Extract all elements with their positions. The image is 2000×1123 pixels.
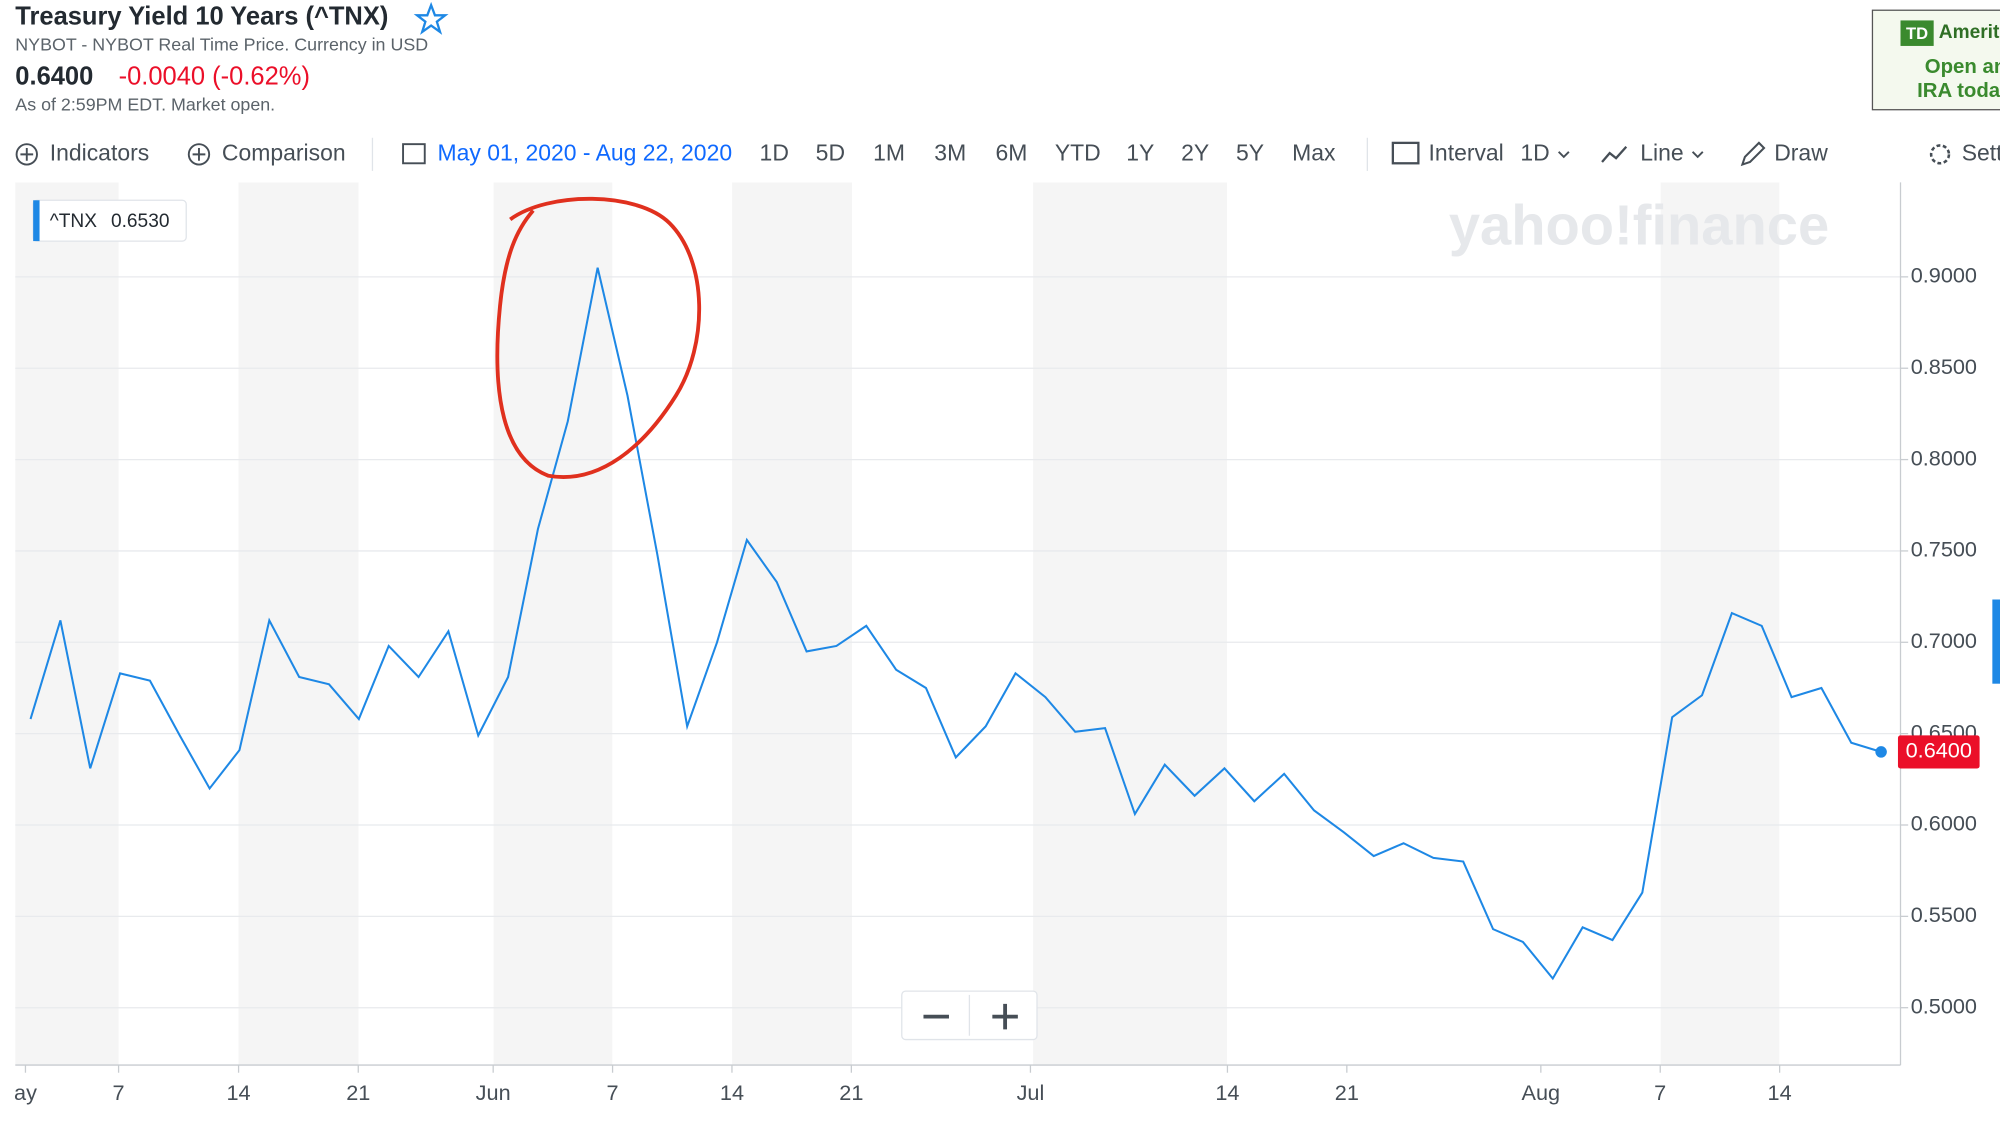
side-tab[interactable]	[1992, 599, 2000, 684]
y-tick-label: 0.6000	[1911, 811, 1977, 836]
y-tick-label: 0.8500	[1911, 354, 1977, 379]
range-button[interactable]: 1D	[760, 139, 789, 165]
last-point	[1875, 746, 1887, 758]
x-tick-label: 14	[227, 1080, 251, 1105]
y-tick-label: 0.5500	[1911, 902, 1977, 927]
chevron	[1691, 151, 1704, 159]
interval-value[interactable]: 1D	[1520, 139, 1549, 165]
x-tick-label: 7	[607, 1080, 619, 1105]
x-tick-label: 14	[720, 1080, 744, 1105]
tooltip-marker	[33, 200, 40, 242]
watermark: yahoo!finance	[1449, 193, 1829, 256]
x-tick-label: Jun	[476, 1080, 511, 1105]
price-line	[29, 267, 1882, 981]
y-tick-label: 0.7500	[1911, 537, 1977, 562]
ad-line: IRA today	[1917, 80, 2000, 102]
comparison-icon	[187, 143, 211, 166]
band	[493, 182, 613, 1066]
ad-logo	[1900, 20, 1934, 46]
quote-change: -0.0040 (-0.62%)	[119, 63, 310, 91]
range-button[interactable]: 2Y	[1181, 139, 1209, 165]
comparison-icon	[192, 147, 206, 161]
plot: 0.50000.55000.60000.65000.70000.75000.80…	[14, 182, 1980, 1105]
draw-icon	[1740, 141, 1766, 167]
date-range[interactable]: May 01, 2020 - Aug 22, 2020	[438, 139, 733, 165]
y-tick-label: 0.5000	[1911, 993, 1977, 1018]
range-button[interactable]: YTD	[1055, 139, 1101, 165]
indicators-icon	[20, 147, 34, 161]
ad-box[interactable]	[1871, 9, 2000, 111]
last-price-badge	[1897, 735, 1980, 769]
x-tick-label: Jul	[1017, 1080, 1045, 1105]
line-icon	[1601, 145, 1628, 163]
interval-icon	[1391, 141, 1420, 165]
draw-button[interactable]: Draw	[1774, 139, 1828, 165]
x-tick-label: 14	[1768, 1080, 1792, 1105]
comparison-button[interactable]: Comparison	[222, 139, 346, 165]
range-button[interactable]: 5Y	[1236, 139, 1264, 165]
quote-title: Treasury Yield 10 Years (^TNX)	[15, 3, 388, 31]
band	[15, 182, 119, 1066]
y-tick-label: 0.8000	[1911, 445, 1977, 470]
market-status: As of 2:59PM EDT. Market open.	[15, 95, 275, 115]
interval-label[interactable]: Interval	[1429, 139, 1504, 165]
week-bands	[15, 182, 1780, 1066]
indicators-icon	[15, 143, 38, 166]
quote-price: 0.6400	[15, 63, 93, 91]
band	[1033, 182, 1228, 1066]
x-tick-label: 21	[1335, 1080, 1359, 1105]
x-tick-label: 14	[1215, 1080, 1239, 1105]
range-button[interactable]: 3M	[934, 139, 966, 165]
chart-type[interactable]: Line	[1640, 139, 1683, 165]
range-button[interactable]: 1M	[873, 139, 905, 165]
settings-icon	[1929, 144, 1951, 165]
range-button[interactable]: Max	[1292, 139, 1336, 165]
toolbar: Indicators Comparison May 01, 2020 - Aug…	[15, 137, 2000, 171]
x-tick-label: 21	[346, 1080, 370, 1105]
ad-line: Open an	[1925, 56, 2000, 78]
y-tick-label: 0.7000	[1911, 628, 1977, 653]
chevron	[1557, 151, 1570, 159]
range-button[interactable]: 5D	[816, 139, 845, 165]
x-tick-label: ay	[14, 1080, 37, 1105]
settings-button[interactable]: Settings	[1962, 139, 2000, 165]
x-tick-label: Aug	[1522, 1080, 1561, 1105]
x-tick-label: 7	[113, 1080, 125, 1105]
x-tick-label: 21	[839, 1080, 863, 1105]
zoom-in[interactable]	[992, 1003, 1018, 1030]
tooltip-value: 0.6530	[111, 211, 170, 232]
band	[1660, 182, 1780, 1066]
tooltip-name: ^TNX	[50, 211, 97, 232]
y-tick-label: 0.9000	[1911, 263, 1977, 288]
range-button[interactable]: 1Y	[1126, 139, 1154, 165]
band	[732, 182, 853, 1066]
x-tick-label: 7	[1654, 1080, 1666, 1105]
ad-brand: TD	[1906, 24, 1928, 43]
range-button[interactable]: 6M	[996, 139, 1028, 165]
watchlist-star[interactable]	[413, 1, 449, 35]
last-price-label: 0.6400	[1906, 738, 1972, 763]
band	[238, 182, 359, 1066]
quote-subtitle: NYBOT - NYBOT Real Time Price. Currency …	[15, 35, 428, 55]
range-buttons: 1D 5D 1M 3M 6M YTD 1Y 2Y 5Y Max	[760, 139, 1336, 165]
ad-name: Ameritrade	[1939, 22, 2000, 43]
hand-drawn-circle	[495, 196, 702, 479]
calendar-icon	[402, 143, 426, 165]
indicators-button[interactable]: Indicators	[50, 139, 149, 165]
